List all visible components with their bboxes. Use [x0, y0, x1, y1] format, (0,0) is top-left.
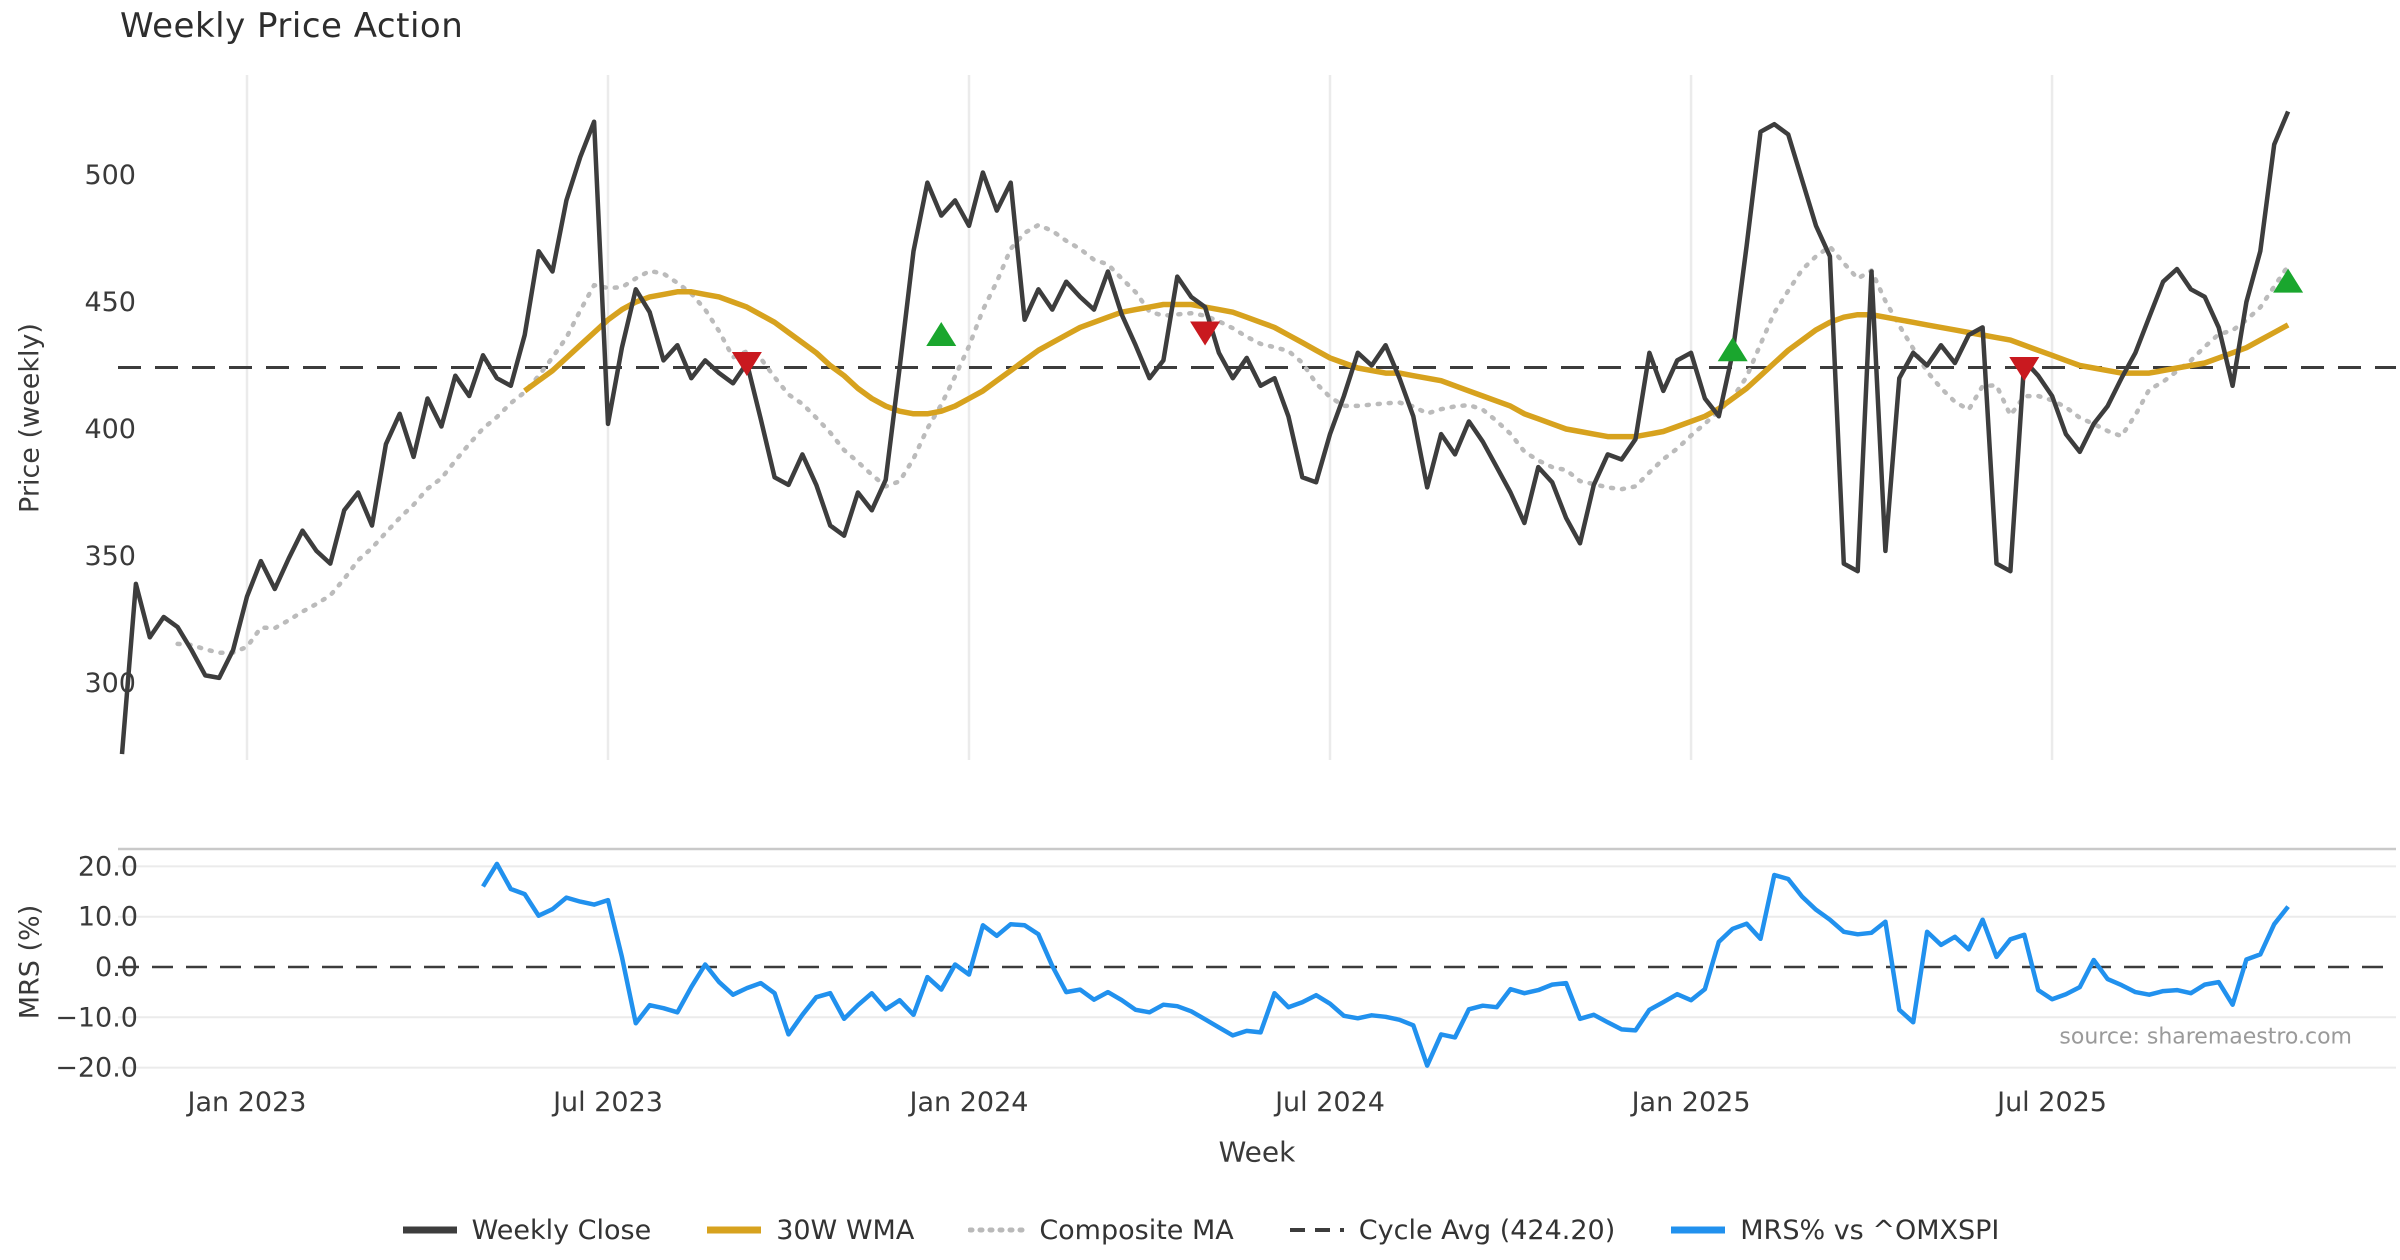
legend-label: Composite MA — [1039, 1214, 1234, 1246]
x-axis-title: Week — [1218, 1135, 1296, 1169]
price-tick-label: 350 — [84, 541, 136, 572]
x-tick-label: Jul 2023 — [551, 1087, 663, 1118]
price-tick-label: 400 — [84, 414, 136, 445]
sell-signal-marker — [731, 351, 762, 376]
buy-signal-marker — [926, 322, 957, 347]
x-tick-label: Jan 2024 — [908, 1087, 1029, 1118]
source-note: source: sharemaestro.com — [2059, 1024, 2352, 1050]
wma-line — [523, 289, 2290, 440]
price-tick-label: 500 — [84, 160, 136, 191]
composite-ma-line — [175, 222, 2291, 656]
legend-label: Cycle Avg (424.20) — [1358, 1214, 1616, 1246]
mrs-axis-title: MRS (%) — [14, 904, 46, 1020]
x-tick-label: Jul 2025 — [1995, 1087, 2107, 1118]
legend-item-0: Weekly Close — [401, 1214, 652, 1246]
legend-item-2: Composite MA — [968, 1214, 1234, 1246]
price-tick-label: 450 — [84, 287, 136, 318]
buy-signal-marker — [1717, 337, 1748, 362]
x-tick-label: Jan 2023 — [186, 1087, 307, 1118]
x-tick-label: Jul 2024 — [1273, 1087, 1385, 1118]
weekly-close-line — [119, 110, 2291, 755]
buy-signal-marker — [2273, 268, 2304, 293]
legend-item-1: 30W WMA — [705, 1215, 914, 1246]
page-title: Weekly Price Action — [120, 6, 464, 46]
legend-label: Weekly Close — [471, 1214, 652, 1246]
legend-sample-solid-icon — [1671, 1226, 1726, 1234]
sell-signal-marker — [1190, 321, 1221, 346]
price-axis-title: Price (weekly) — [14, 323, 46, 513]
legend-sample-solid-icon — [707, 1226, 762, 1234]
legend-label: MRS% vs ^OMXSPI — [1740, 1214, 2000, 1246]
legend-item-4: MRS% vs ^OMXSPI — [1669, 1215, 1999, 1246]
legend-sample-solid-icon — [402, 1226, 457, 1234]
sell-signal-marker — [2009, 357, 2040, 382]
x-tick-label: Jan 2025 — [1630, 1087, 1751, 1118]
legend-item-3: Cycle Avg (424.20) — [1288, 1214, 1616, 1246]
legend-label: 30W WMA — [776, 1214, 915, 1246]
mrs-tick-label: 20.0 — [78, 851, 138, 882]
legend-sample-dotted-icon — [968, 1227, 1027, 1233]
mrs-line — [481, 861, 2290, 1068]
mrs-tick-label: 10.0 — [78, 902, 138, 933]
legend-sample-dashed-icon — [1289, 1228, 1344, 1232]
mrs-tick-label: −20.0 — [55, 1053, 138, 1084]
mrs-tick-label: −10.0 — [55, 1002, 138, 1033]
legend: Weekly Close 30W WMA Composite MA Cycle Avg… — [0, 1204, 2400, 1256]
